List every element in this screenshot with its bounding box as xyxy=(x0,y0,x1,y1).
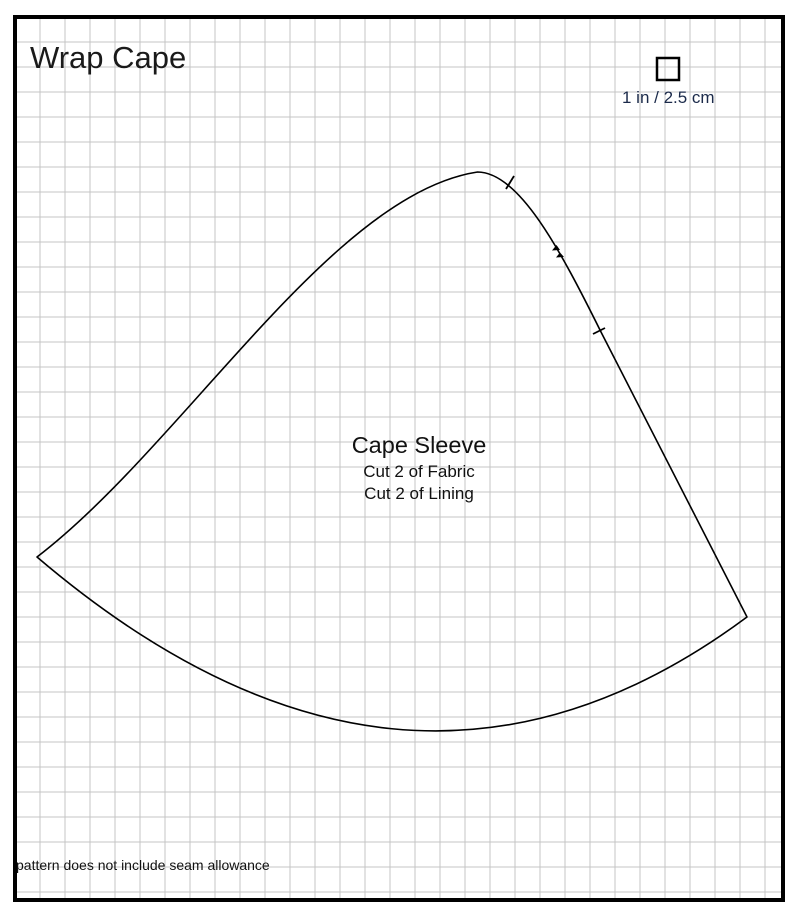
svg-text:Cut 2 of Fabric: Cut 2 of Fabric xyxy=(363,462,475,481)
svg-text:pattern does not include seam: pattern does not include seam allowance xyxy=(16,857,270,873)
svg-text:1 in / 2.5 cm: 1 in / 2.5 cm xyxy=(622,88,715,107)
svg-text:Cape Sleeve: Cape Sleeve xyxy=(352,432,487,458)
svg-text:Wrap Cape: Wrap Cape xyxy=(30,40,186,75)
svg-text:Cut 2 of Lining: Cut 2 of Lining xyxy=(364,484,474,503)
